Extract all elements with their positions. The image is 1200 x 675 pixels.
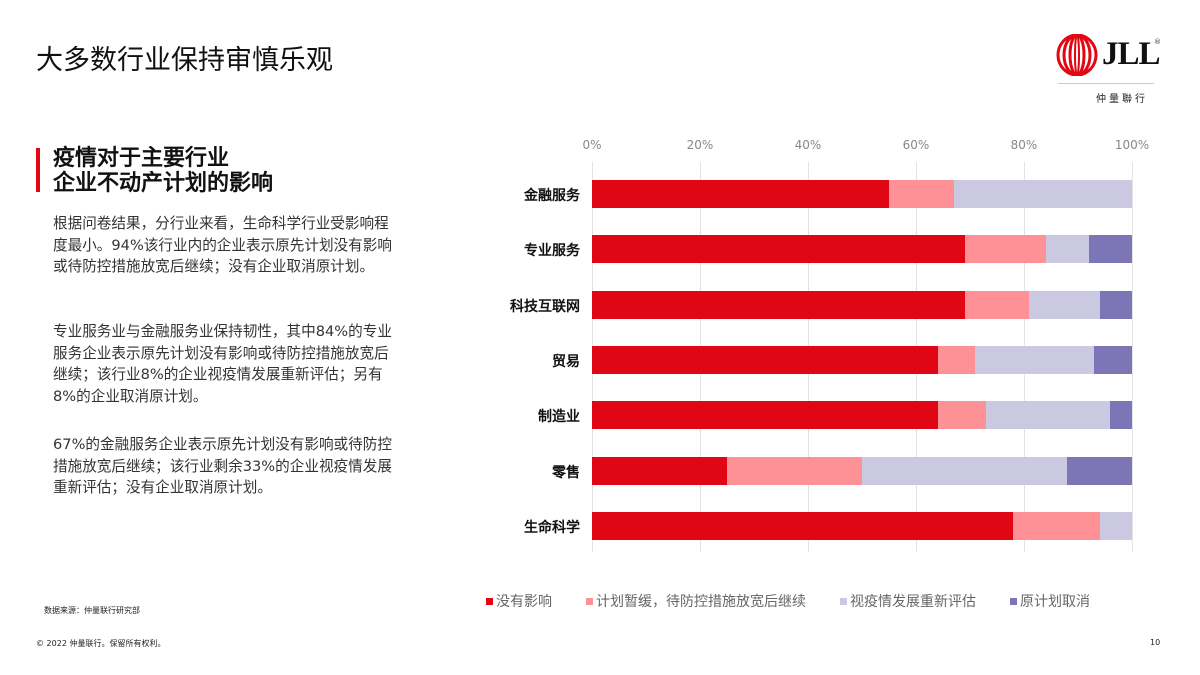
stacked-bar-chart: 0% 20% 40% 60% 80% 100% 金融服务专业服务科技互联网贸易制造业零售生…	[480, 130, 1160, 620]
category-label: 零售	[552, 464, 580, 481]
logo-divider	[1058, 83, 1154, 84]
legend-label: 原计划取消	[1020, 594, 1090, 610]
category-label: 贸易	[552, 353, 580, 370]
bar-segment	[964, 290, 1030, 319]
legend-item: 计划暂缓，待防控措施放宽后继续	[586, 591, 806, 611]
paragraph-life-sciences: 根据问卷结果，分行业来看，生命科学行业受影响程度最小。94%该行业内的企业表示原…	[53, 215, 392, 276]
x-tick-label: 0%	[582, 138, 602, 152]
bar-segment	[862, 456, 1068, 485]
bar-segment	[1094, 345, 1132, 374]
bar-segment	[1067, 456, 1132, 485]
logo-brand: JLL	[1102, 36, 1161, 72]
legend-item: 视疫情发展重新评估	[840, 591, 976, 611]
section-title-line2: 企业不动产计划的影响	[53, 171, 274, 196]
bar-row	[592, 235, 1132, 264]
category-label: 金融服务	[524, 188, 580, 204]
bar-segment	[1029, 290, 1100, 319]
legend-label: 视疫情发展重新评估	[850, 594, 976, 610]
chart-legend: 没有影响 计划暂缓，待防控措施放宽后继续 视疫情发展重新评估 原计划取消	[486, 591, 1124, 611]
logo-registered: ®	[1154, 38, 1161, 46]
bar-segment	[592, 456, 727, 485]
category-label: 制造业	[538, 409, 580, 426]
bar-segment	[727, 456, 862, 485]
bar-segment	[592, 180, 889, 208]
data-source: 数据来源：仲量联行研究部	[44, 606, 140, 615]
copyright: © 2022 仲量联行。保留所有权利。	[36, 639, 166, 648]
bar-segment	[953, 180, 1132, 208]
bar-segment	[937, 345, 976, 374]
category-label: 生命科学	[524, 519, 580, 536]
bar-segment	[986, 401, 1111, 430]
logo-chinese-name: 仲量聯行	[1096, 94, 1148, 105]
bar-segment	[592, 401, 938, 430]
category-label: 科技互联网	[510, 298, 580, 315]
gridline	[1132, 162, 1133, 552]
bar-segment	[1013, 511, 1100, 540]
bar-segment	[975, 345, 1095, 374]
bar-segment	[889, 180, 954, 208]
section-title: 疫情对于主要行业 企业不动产计划的影响	[53, 146, 273, 196]
bar-row	[592, 511, 1132, 540]
x-tick-label: 100%	[1114, 138, 1150, 152]
bar-segment	[592, 290, 965, 319]
slide-title: 大多数行业保持审慎乐观	[36, 45, 333, 76]
bar-row	[592, 180, 1132, 208]
section-accent-bar	[36, 148, 40, 192]
x-tick-label: 40%	[794, 138, 822, 152]
legend-swatch-icon	[840, 597, 847, 605]
legend-item: 原计划取消	[1010, 591, 1090, 611]
bar-segment	[1099, 290, 1132, 319]
bar-segment	[1110, 401, 1132, 430]
x-tick-label: 80%	[1010, 138, 1038, 152]
paragraph-financial-services: 67%的金融服务企业表示原先计划没有影响或待防控措施放宽后继续；该行业剩余33%…	[53, 436, 392, 497]
bar-row	[592, 290, 1132, 319]
x-tick-label: 20%	[686, 138, 714, 152]
paragraph-professional-services: 专业服务业与金融服务业保持韧性，其中84%的专业服务企业表示原先计划没有影响或待…	[53, 323, 392, 405]
section-title-line1: 疫情对于主要行业	[53, 146, 230, 171]
legend-label: 没有影响	[496, 594, 552, 610]
jll-logo: JLL ® 仲量聯行	[1052, 34, 1162, 114]
bar-segment	[1099, 511, 1132, 540]
legend-swatch-icon	[486, 597, 493, 605]
bar-segment	[592, 345, 938, 374]
bar-row	[592, 345, 1132, 374]
bar-segment	[937, 401, 987, 430]
page-number: 10	[1150, 638, 1161, 647]
bar-segment	[1088, 235, 1132, 264]
legend-label: 计划暂缓，待防控措施放宽后继续	[596, 594, 806, 610]
legend-item: 没有影响	[486, 591, 552, 611]
bar-segment	[592, 235, 965, 264]
legend-swatch-icon	[1010, 597, 1017, 605]
category-label: 专业服务	[524, 243, 580, 260]
bar-row	[592, 401, 1132, 430]
bar-row	[592, 456, 1132, 485]
bar-segment	[964, 235, 1046, 264]
legend-swatch-icon	[586, 597, 593, 605]
jll-logo-mark-icon	[1056, 34, 1098, 76]
x-tick-label: 60%	[902, 138, 930, 152]
bar-segment	[592, 511, 1014, 540]
bar-segment	[1045, 235, 1089, 264]
